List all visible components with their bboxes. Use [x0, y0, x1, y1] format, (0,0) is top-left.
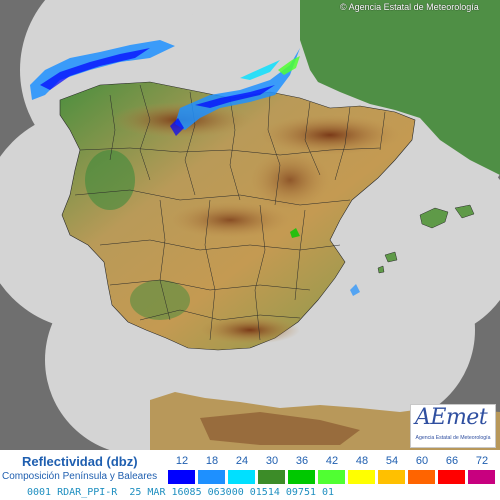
reflectivity-legend: Reflectividad (dbz) Composición Penínsul…: [0, 450, 500, 486]
scale-label: 60: [415, 455, 429, 467]
legend-title: Reflectividad (dbz): [22, 454, 138, 469]
scale-label: 12: [175, 455, 189, 467]
legend-subtitle: Composición Península y Baleares: [2, 471, 158, 482]
scale-swatch: [438, 470, 465, 484]
scale-label: 54: [385, 455, 399, 467]
scale-swatch: [378, 470, 405, 484]
logo-tagline: Agencia Estatal de Meteorología: [415, 435, 491, 441]
scale-label: 42: [325, 455, 339, 467]
scale-label: 24: [235, 455, 249, 467]
aemet-logo: AEmet Agencia Estatal de Meteorología: [410, 404, 496, 448]
scale-swatch: [198, 470, 225, 484]
north-africa-highlands: [200, 412, 360, 445]
relief-shading: [85, 102, 400, 344]
scale-swatch: [468, 470, 495, 484]
balearic-islands: [377, 204, 475, 274]
scale-label: 36: [295, 455, 309, 467]
scale-swatch: [408, 470, 435, 484]
province-borders: [74, 84, 386, 341]
scale-swatch: [258, 470, 285, 484]
scale-swatch: [228, 470, 255, 484]
scale-swatch: [168, 470, 195, 484]
logo-wordmark: AEmet: [415, 405, 488, 430]
scale-swatch: [288, 470, 315, 484]
radar-map: [0, 0, 500, 450]
copyright-notice: © Agencia Estatal de Meteorología: [340, 2, 479, 12]
scale-swatches: [168, 470, 498, 484]
scale-label: 30: [265, 455, 279, 467]
scale-labels: 12 18 24 30 36 42 48 54 60 66 72: [168, 455, 498, 469]
scale-swatch: [348, 470, 375, 484]
france-landmass: [300, 0, 500, 175]
scale-swatch: [318, 470, 345, 484]
scale-label: 72: [475, 455, 489, 467]
scale-label: 48: [355, 455, 369, 467]
radar-status-code: 0001 RDAR_PPI-R 25 MAR 16085 063000 0151…: [27, 487, 335, 498]
radar-echoes: [30, 40, 360, 296]
scale-label: 66: [445, 455, 459, 467]
radar-status-bar: 0001 RDAR_PPI-R 25 MAR 16085 063000 0151…: [0, 486, 500, 500]
scale-label: 18: [205, 455, 219, 467]
